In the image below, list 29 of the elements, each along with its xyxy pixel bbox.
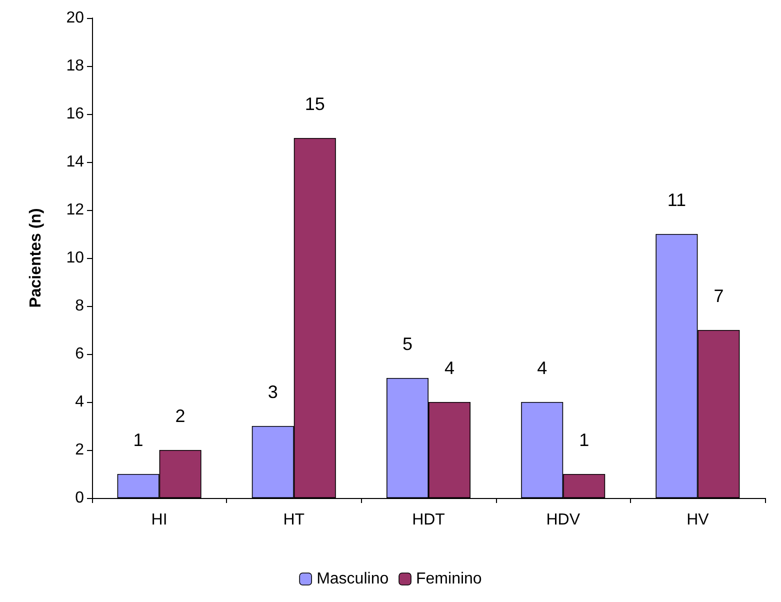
y-tick-label: 20 xyxy=(66,10,84,26)
data-label: 15 xyxy=(304,94,325,114)
legend-label: Masculino xyxy=(316,570,389,588)
legend-label: Feminino xyxy=(416,570,482,588)
x-tick-label: HV xyxy=(686,512,710,528)
y-tick-label: 6 xyxy=(75,346,84,362)
data-label: 2 xyxy=(175,406,186,426)
y-tick-label: 18 xyxy=(66,58,84,74)
data-label: 11 xyxy=(667,190,686,210)
data-label: 4 xyxy=(537,358,548,378)
data-label: 1 xyxy=(579,430,590,450)
y-tick-label: 16 xyxy=(66,106,84,122)
data-label: 1 xyxy=(133,430,144,450)
y-tick-label: 14 xyxy=(66,154,84,170)
y-tick-label: 12 xyxy=(66,202,84,218)
x-tick-label: HI xyxy=(151,512,168,528)
x-tick-label: HDV xyxy=(546,512,580,528)
data-label: 5 xyxy=(402,334,413,354)
data-label: 7 xyxy=(714,286,724,306)
y-tick-label: 2 xyxy=(75,442,84,458)
y-tick-label: 0 xyxy=(75,490,84,506)
y-axis-title: Pacientes (n) xyxy=(28,208,44,308)
data-label: 4 xyxy=(444,358,455,378)
y-tick-label: 10 xyxy=(66,250,84,266)
x-tick-label: HT xyxy=(283,512,305,528)
y-tick-label: 4 xyxy=(75,394,84,410)
data-label: 3 xyxy=(268,382,278,402)
x-tick-label: HDT xyxy=(412,512,446,528)
y-tick-label: 8 xyxy=(75,298,84,314)
